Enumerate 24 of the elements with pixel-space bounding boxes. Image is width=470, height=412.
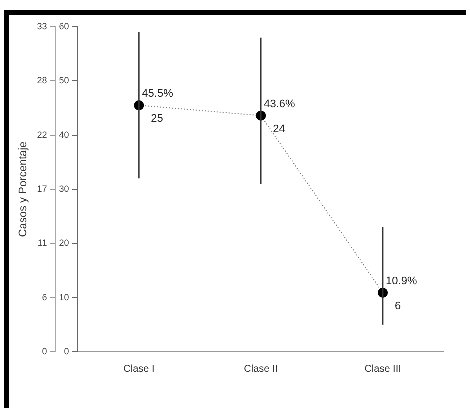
y-tick-label: 60	[59, 21, 70, 32]
y-tick-label: 50	[59, 76, 70, 86]
y-tick-label: 30	[59, 184, 70, 194]
data-label: 43.6%	[264, 98, 296, 110]
y2-tick-label: 22	[37, 130, 48, 140]
annotation: 25	[151, 113, 164, 126]
annotation: 24	[273, 123, 286, 136]
y-tick-label: 10	[59, 292, 70, 302]
data-label: 10.9%	[386, 275, 418, 288]
y-tick-label: 20	[59, 238, 70, 248]
x-tick-label: Clase II	[244, 364, 278, 375]
y2-tick-label: 11	[38, 238, 48, 248]
x-tick-label: Clase III	[364, 364, 402, 375]
y-tick-label: 0	[64, 346, 70, 356]
y2-axis-title: Casos y Porcentaje	[18, 142, 30, 238]
y2-tick-label: 28	[37, 76, 48, 86]
y2-tick-label: 33	[37, 21, 48, 32]
y-tick-label: 40	[59, 130, 70, 140]
x-tick-label: Clase I	[124, 364, 155, 375]
data-label: 45.5%	[142, 88, 174, 100]
y2-tick-label: 6	[42, 292, 48, 302]
annotation: 6	[395, 300, 402, 312]
y2-tick-label: 0	[42, 346, 48, 356]
y2-tick-label: 17	[37, 184, 48, 194]
